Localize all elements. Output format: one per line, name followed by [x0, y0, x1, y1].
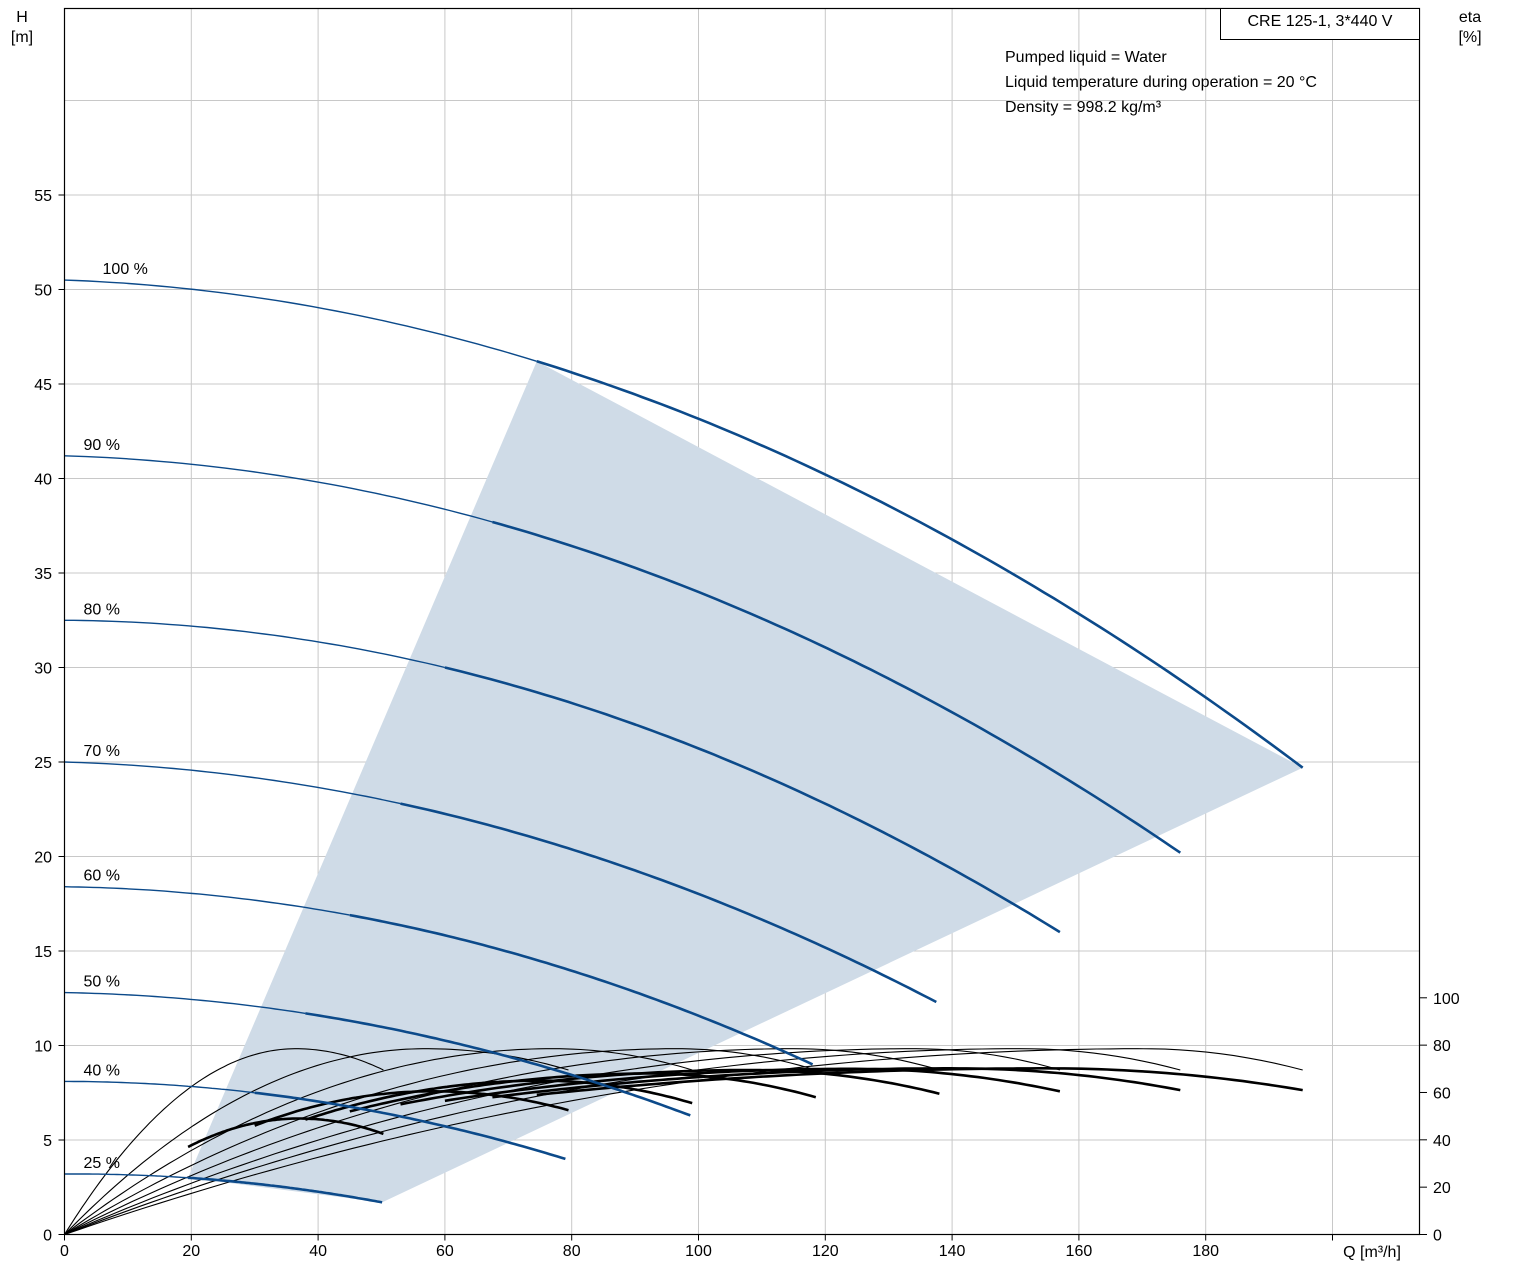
head-curve-thin: [64, 761, 401, 805]
series-label: 25 %: [84, 1155, 120, 1172]
series-labels: 100 % 90 % 80 % 70 % 60 % 50 % 40 % 25 %: [84, 261, 148, 1172]
efficiency-curve-operating: [187, 1117, 384, 1149]
y-tick-label-right: 0: [1433, 1228, 1442, 1245]
y-tick-label-left: 50: [34, 283, 52, 300]
y-tick-label-left: 15: [34, 944, 52, 961]
operating-range-area: [188, 361, 1303, 1203]
y-tick-label-left: 55: [34, 188, 52, 205]
axis-ticks: 0 20 40 60 80 100 120 140 160 180 0 5 10 15 20 25 30 35 40…: [34, 188, 1460, 1260]
y-tick-label-left: 25: [34, 755, 52, 772]
chart-title: CRE 125-1, 3*440 V: [1248, 13, 1393, 30]
y-tick-label-left: 0: [43, 1228, 52, 1245]
series-label: 60 %: [84, 868, 120, 885]
y-tick-label-left: 45: [34, 377, 52, 394]
head-curve-operating: [254, 1091, 566, 1161]
y-tick-label-left: 5: [43, 1133, 52, 1150]
head-curves: [64, 279, 1304, 1204]
y-tick-label-left: 40: [34, 472, 52, 489]
x-tick-label: 180: [1192, 1243, 1219, 1260]
plot-frame: [63, 7, 1421, 1236]
efficiency-curve: [64, 1048, 693, 1235]
head-curve-thin: [64, 619, 446, 669]
x-tick-label: 160: [1066, 1243, 1093, 1260]
series-label: 40 %: [84, 1062, 120, 1079]
y-tick-label-right: 80: [1433, 1038, 1451, 1055]
x-tick-label: 40: [309, 1243, 327, 1260]
series-label: 100 %: [103, 261, 148, 278]
head-curve-operating: [444, 666, 1061, 934]
y-tick-label-right: 60: [1433, 1085, 1451, 1102]
head-curve-thin: [64, 455, 493, 523]
head-curve-thin: [64, 991, 306, 1015]
efficiency-curves: [64, 1048, 1303, 1236]
head-curve-operating: [536, 360, 1304, 769]
head-curve-operating: [349, 913, 814, 1066]
head-curve-operating: [187, 1176, 383, 1204]
series-label: 50 %: [84, 974, 120, 991]
efficiency-curve-operating: [492, 1067, 1181, 1099]
series-label: 80 %: [84, 601, 120, 618]
efficiency-curve-operating: [400, 1068, 940, 1106]
x-tick-label: 140: [939, 1243, 966, 1260]
series-label: 90 %: [84, 437, 120, 454]
x-tick-label: 20: [182, 1243, 200, 1260]
head-curve-operating: [305, 1012, 691, 1117]
head-curve-operating: [492, 520, 1182, 854]
efficiency-curve-operating: [536, 1067, 1303, 1097]
efficiency-curve: [64, 1048, 1181, 1236]
efficiency-curve: [64, 1048, 816, 1235]
head-curve-operating: [400, 802, 937, 1004]
y-tick-label-left: 30: [34, 661, 52, 678]
x-tick-label: 0: [60, 1243, 69, 1260]
x-tick-label: 80: [563, 1243, 581, 1260]
y-tick-label-left: 20: [34, 850, 52, 867]
y-tick-label-right: 20: [1433, 1180, 1451, 1197]
efficiency-curve: [64, 1048, 384, 1235]
head-curve-thin: [64, 886, 350, 916]
x-tick-label: 60: [436, 1243, 454, 1260]
info-line-density: Density = 998.2 kg/m³: [1005, 99, 1162, 116]
y-axis-label-left-unit: [m]: [11, 29, 33, 46]
y-tick-label-left: 10: [34, 1039, 52, 1056]
y-axis-label-right-unit: [%]: [1458, 29, 1481, 46]
efficiency-curve-operating: [349, 1072, 817, 1113]
y-tick-label-left: 35: [34, 566, 52, 583]
y-axis-label-right-name: eta: [1459, 9, 1481, 26]
y-tick-label-right: 40: [1433, 1133, 1451, 1150]
efficiency-curve-operating: [444, 1067, 1061, 1103]
head-curve-thin: [64, 1173, 189, 1179]
x-tick-label: 120: [812, 1243, 839, 1260]
y-tick-label-right: 100: [1433, 991, 1460, 1008]
y-axis-label-left-name: H: [16, 9, 28, 26]
info-line-liquid: Pumped liquid = Water: [1005, 49, 1167, 66]
head-curve-thin: [64, 279, 538, 362]
series-label: 70 %: [84, 743, 120, 760]
head-curve-thin: [64, 1080, 255, 1094]
efficiency-curve: [64, 1048, 940, 1235]
x-axis-label: Q [m³/h]: [1343, 1244, 1401, 1261]
x-tick-label: 100: [685, 1243, 712, 1260]
title-box: [1220, 8, 1420, 40]
info-line-temperature: Liquid temperature during operation = 20…: [1005, 74, 1317, 91]
